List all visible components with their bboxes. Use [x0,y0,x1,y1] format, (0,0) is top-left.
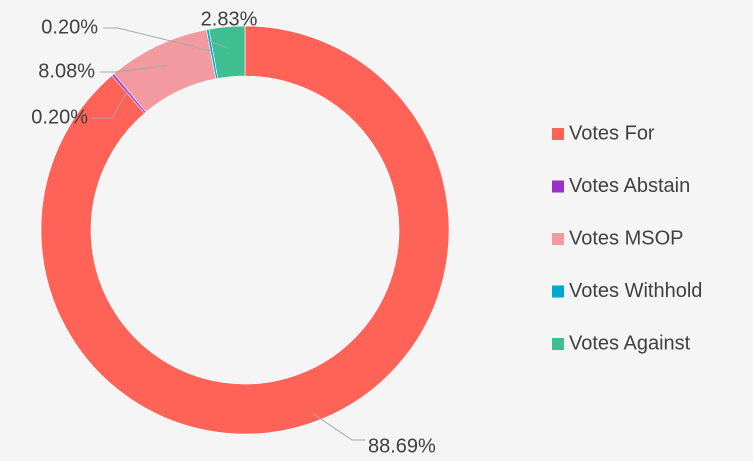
data-label: 88.69% [368,435,436,457]
data-label: 0.20% [41,16,98,38]
legend-swatch [552,338,564,350]
data-label: 0.20% [31,106,88,128]
legend-label: Votes For [569,122,655,144]
legend-swatch [552,233,564,245]
legend-label: Votes Against [569,332,691,354]
donut-segment [208,25,246,79]
leader-line [92,91,128,119]
donut-segment [40,25,450,435]
legend-swatch [552,285,564,298]
data-label: 8.08% [38,60,95,82]
leader-line [206,39,230,50]
legend-label: Votes MSOP [569,227,684,249]
data-label: 2.83% [201,8,258,30]
legend-label: Votes Withhold [569,280,702,302]
legend-swatch [552,128,564,140]
legend-swatch [552,180,564,193]
leader-line [103,27,212,52]
leader-line [312,413,365,441]
legend-label: Votes Abstain [569,175,690,197]
leader-line [100,65,167,73]
